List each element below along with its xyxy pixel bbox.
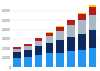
Bar (13, 58, 21, 67)
Bar (24, 44, 32, 46)
Bar (46, 53, 53, 67)
Bar (78, 14, 86, 20)
Bar (78, 20, 86, 34)
Bar (56, 40, 64, 53)
Bar (56, 53, 64, 67)
Bar (67, 20, 75, 25)
Bar (56, 26, 64, 27)
Bar (67, 37, 75, 51)
Bar (78, 34, 86, 50)
Bar (35, 38, 42, 41)
Bar (13, 49, 21, 52)
Bar (13, 47, 21, 49)
Bar (46, 32, 53, 33)
Bar (89, 30, 96, 48)
Bar (13, 52, 21, 58)
Bar (24, 46, 32, 50)
Bar (35, 55, 42, 67)
Bar (78, 13, 86, 14)
Bar (89, 15, 96, 30)
Bar (89, 5, 96, 7)
Bar (46, 43, 53, 53)
Bar (35, 46, 42, 55)
Bar (46, 36, 53, 43)
Bar (46, 33, 53, 36)
Bar (56, 27, 64, 31)
Bar (56, 31, 64, 40)
Bar (78, 50, 86, 67)
Bar (67, 25, 75, 37)
Bar (67, 51, 75, 67)
Bar (89, 7, 96, 15)
Bar (35, 41, 42, 46)
Bar (24, 57, 32, 67)
Bar (89, 48, 96, 67)
Bar (24, 50, 32, 57)
